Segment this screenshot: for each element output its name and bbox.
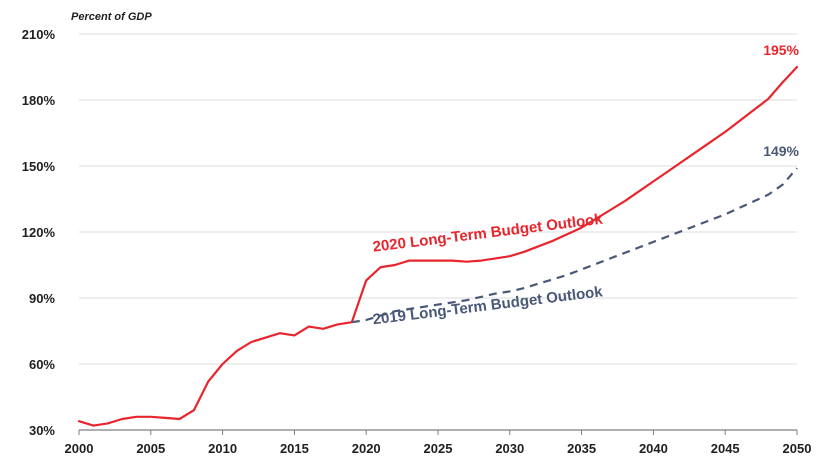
gridlines (79, 33, 797, 365)
y-tick-label-90: 90% (29, 291, 55, 306)
x-axis-tick-labels: 2000 2005 2010 2015 2020 2025 2030 2035 2040 2045… (65, 441, 812, 456)
y-tick-label-180: 180% (22, 93, 56, 108)
y-axis-unit-label: Percent of GDP (71, 11, 152, 23)
y-tick-label-120: 120% (22, 225, 56, 240)
x-tick-label-2050: 2050 (783, 441, 812, 456)
y-axis-tick-labels: 30% 60% 90% 120% 150% 180% 210% (22, 27, 56, 438)
x-tick-label-2010: 2010 (208, 441, 237, 456)
series-name-label-2: 2019 Long-Term Budget Outlook (372, 283, 604, 328)
axes (78, 429, 798, 435)
x-tick-label-2020: 2020 (352, 441, 381, 456)
y-tick-label-210: 210% (22, 27, 56, 42)
x-tick-label-2035: 2035 (567, 441, 596, 456)
series-line-2 (351, 167, 798, 324)
x-tick-label-2045: 2045 (711, 441, 740, 456)
x-tick-label-2005: 2005 (136, 441, 165, 456)
series-lines (77, 65, 799, 427)
y-tick-label-60: 60% (29, 357, 55, 372)
series-end-label-2: 149% (763, 143, 799, 159)
x-tick-label-2030: 2030 (495, 441, 524, 456)
x-tick-label-2015: 2015 (280, 441, 309, 456)
x-tick-label-2025: 2025 (424, 441, 453, 456)
x-tick-label-2040: 2040 (639, 441, 668, 456)
series-end-label-1: 195% (763, 42, 799, 58)
y-tick-label-30: 30% (29, 423, 55, 438)
y-tick-label-150: 150% (22, 159, 56, 174)
series-line-1 (77, 65, 799, 427)
x-tick-label-2000: 2000 (65, 441, 94, 456)
